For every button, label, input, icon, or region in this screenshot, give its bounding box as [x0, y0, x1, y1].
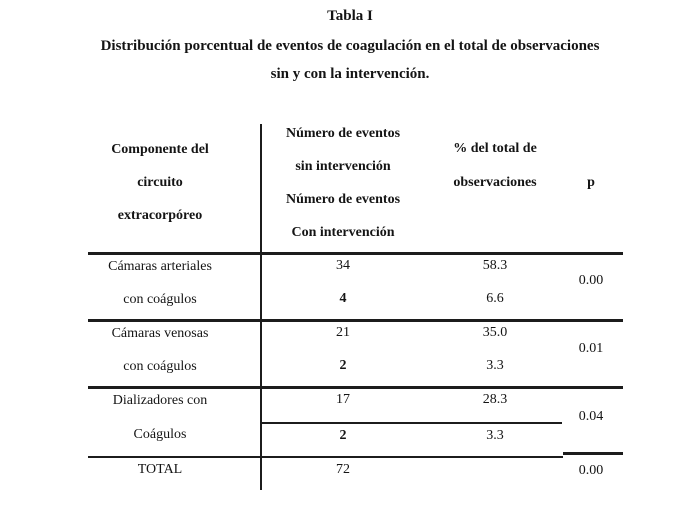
- total-top-rule: [88, 456, 563, 458]
- row-label-line1: Cámaras arteriales: [108, 259, 212, 274]
- group-divider-rule-1: [88, 319, 623, 322]
- header-component-line1: Componente del: [111, 142, 209, 157]
- row-label-line1: Cámaras venosas: [111, 326, 209, 341]
- header-percent-line1: % del total de: [453, 141, 537, 156]
- value-pct-sin: 58.3: [482, 258, 508, 273]
- value-pct-con: 6.6: [486, 291, 504, 306]
- header-percent-line2: observaciones: [453, 175, 537, 190]
- header-events-line4: Con intervención: [291, 225, 395, 240]
- group3-inner-rule: [261, 422, 562, 424]
- row-label-line2: con coágulos: [123, 292, 197, 307]
- total-p-value: 0.00: [578, 463, 604, 478]
- column-divider-rule: [260, 124, 262, 490]
- header-events-line1: Número de eventos: [285, 126, 401, 141]
- p-value: 0.00: [578, 273, 604, 288]
- value-pct-con: 3.3: [486, 428, 504, 443]
- total-value: 72: [336, 462, 350, 477]
- header-p: p: [587, 175, 595, 190]
- table-caption-line1: Distribución porcentual de eventos de co…: [100, 38, 600, 54]
- total-label: TOTAL: [137, 462, 183, 477]
- total-p-segment-rule: [563, 452, 623, 455]
- header-events-line2: sin intervención: [295, 159, 391, 174]
- row-label-line2: Coágulos: [133, 427, 187, 442]
- value-con-intervencion: 2: [339, 428, 347, 443]
- value-sin-intervencion: 17: [336, 392, 350, 407]
- value-con-intervencion: 4: [339, 291, 347, 306]
- value-pct-sin: 28.3: [482, 392, 508, 407]
- value-pct-sin: 35.0: [482, 325, 508, 340]
- value-con-intervencion: 2: [339, 358, 347, 373]
- table-caption-line2: sin y con la intervención.: [270, 66, 430, 82]
- value-sin-intervencion: 21: [336, 325, 350, 340]
- row-label-line1: Dializadores con: [112, 393, 208, 408]
- header-component-line2: circuito: [137, 175, 183, 190]
- header-component-line3: extracorpóreo: [117, 208, 203, 223]
- p-value: 0.04: [578, 409, 604, 424]
- value-pct-con: 3.3: [486, 358, 504, 373]
- value-sin-intervencion: 34: [336, 258, 350, 273]
- header-events-line3: Número de eventos: [285, 192, 401, 207]
- table-title: Tabla I: [327, 8, 373, 24]
- p-value: 0.01: [578, 341, 604, 356]
- header-bottom-rule: [88, 252, 623, 255]
- row-label-line2: con coágulos: [123, 359, 197, 374]
- group-divider-rule-2: [88, 386, 623, 389]
